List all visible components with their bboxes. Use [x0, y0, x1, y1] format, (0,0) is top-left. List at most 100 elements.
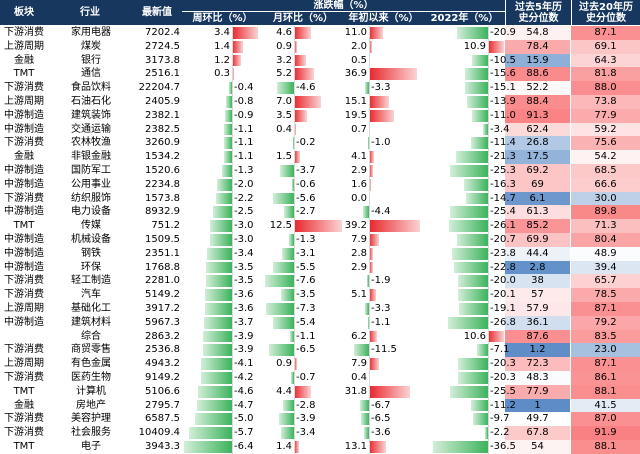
bar-wow [232, 27, 258, 39]
bar-wow [202, 344, 232, 357]
axis-line [294, 302, 295, 316]
bar-wow [197, 385, 232, 398]
table-row: TMT 通信 2516.1 0.3 5.2 36.9 -15.6 88.6 81.8 [0, 67, 640, 82]
bar-y2022 [447, 316, 488, 329]
value-wow: -3.5 [234, 261, 254, 273]
value-ytd: -3.3 [371, 82, 391, 94]
axis-line [294, 39, 295, 54]
cell-pct20: 80.4 [571, 233, 640, 247]
bar-y2022 [463, 178, 488, 191]
bar-y2022 [457, 289, 488, 301]
axis-line [488, 177, 489, 192]
axis-line [369, 81, 370, 95]
axis-line [232, 343, 233, 358]
value-ytd: 19.5 [344, 109, 367, 121]
value-ytd: 2.9 [351, 165, 367, 176]
table-row: 中游制造 公用事业 2234.8 -2.0 -0.6 1.6 -16.3 69 66.6 [0, 177, 640, 192]
cell-latest: 3173.8 [145, 54, 180, 66]
bar-ytd [369, 261, 373, 274]
bar-y2022 [456, 27, 488, 39]
axis-line [294, 191, 295, 206]
cell-sector: 中游制造 [4, 109, 44, 121]
table-row: TMT 传媒 751.2 -3.0 12.5 39.2 -26.1 85.2 71.3 [0, 219, 640, 233]
value-ytd: 39.2 [344, 220, 367, 232]
axis-line [232, 426, 233, 440]
value-y2022: -26.8 [490, 316, 516, 328]
axis-line [232, 412, 233, 427]
axis-line [294, 177, 295, 192]
table-row: 中游制造 电力设备 8932.9 -2.5 -2.7 -4.4 -25.4 61.3 89.8 [0, 205, 640, 220]
cell-latest: 3943.3 [145, 441, 180, 452]
axis-line [294, 205, 295, 220]
cell-industry: 环保 [81, 261, 101, 273]
cell-sector: TMT [13, 68, 35, 80]
bar-wow [223, 137, 232, 150]
axis-line [294, 26, 295, 40]
table-row: 上游周期 煤炭 2724.5 1.4 0.9 2.0 10.9 78.4 69.1 [0, 39, 640, 54]
table-row: 金融 银行 3173.8 1.2 3.2 0.5 -10.5 15.9 64.3 [0, 53, 640, 68]
bar-mom [294, 68, 314, 81]
value-mom: -7.3 [296, 303, 316, 314]
axis-line [232, 302, 233, 316]
cell-sector: 下游消费 [4, 275, 44, 287]
bar-ytd [360, 399, 369, 412]
bar-ytd [363, 206, 369, 219]
bar-ytd [364, 303, 369, 315]
bar-mom [273, 261, 294, 274]
cell-pct5: 52.2 [505, 81, 571, 95]
cell-industry: 农林牧渔 [71, 137, 111, 149]
cell-pct20: 59.2 [571, 122, 640, 137]
cell-sector: 中游制造 [4, 206, 44, 218]
bar-ytd [369, 289, 376, 301]
axis-line [369, 246, 370, 261]
cell-pct5: 36.1 [505, 315, 571, 330]
bar-ytd [369, 109, 395, 122]
axis-line [369, 302, 370, 316]
cell-latest: 2405.9 [145, 96, 180, 107]
cell-latest: 2351.1 [145, 247, 180, 259]
axis-line [294, 95, 295, 109]
cell-sector: 中游制造 [4, 178, 44, 190]
header-change-group: 涨跌幅（%） [182, 0, 505, 12]
bar-ytd [364, 82, 369, 94]
cell-sector: 中游制造 [4, 261, 44, 273]
table-row: 中游制造 建筑材料 5967.3 -3.7 -5.4 -1.1 -26.8 36.1 79.2 [0, 315, 640, 330]
axis-line [232, 384, 233, 399]
cell-pct20: 87.1 [571, 357, 640, 371]
axis-line [369, 288, 370, 302]
value-mom: 0.9 [276, 358, 292, 370]
cell-pct20: 89.8 [571, 205, 640, 220]
bar-mom [294, 385, 311, 398]
bar-wow [209, 220, 232, 232]
cell-sector: TMT [13, 220, 35, 232]
table-row: 下游消费 纺织服饰 1573.8 -2.2 -5.6 0.0 -14.7 6.1 30.0 [0, 191, 640, 206]
bar-wow [222, 165, 232, 177]
cell-industry: 建筑材料 [71, 316, 111, 328]
cell-sector: 上游周期 [4, 303, 44, 314]
value-y2022: -20.0 [490, 275, 516, 287]
cell-pct20: 88.0 [571, 81, 640, 95]
header-mom: 月环比（%） [263, 12, 343, 25]
axis-line [294, 412, 295, 427]
cell-industry: 基础化工 [71, 303, 111, 314]
cell-latest: 22204.7 [138, 82, 180, 94]
bar-mom [283, 399, 294, 412]
cell-pct5: 38 [505, 274, 571, 289]
bar-mom [294, 27, 312, 39]
axis-line [294, 274, 295, 289]
axis-line [369, 53, 370, 68]
bar-wow [225, 109, 232, 122]
table-row: 下游消费 家用电器 7202.4 3.4 4.6 11.0 -20.9 54.8 87.1 [0, 26, 640, 40]
value-y2022: 10.9 [463, 40, 486, 52]
axis-line [488, 205, 489, 220]
bar-mom [280, 289, 294, 301]
cell-sector: 下游消费 [4, 289, 44, 301]
bar-y2022 [470, 137, 488, 150]
value-y2022: -15.1 [490, 82, 516, 94]
cell-latest: 1573.8 [145, 192, 180, 204]
cell-pct5: 77.9 [505, 384, 571, 399]
bar-ytd [364, 427, 369, 439]
cell-latest: 4943.2 [145, 358, 180, 370]
axis-line [369, 426, 370, 440]
cell-sector: 上游周期 [4, 40, 44, 52]
